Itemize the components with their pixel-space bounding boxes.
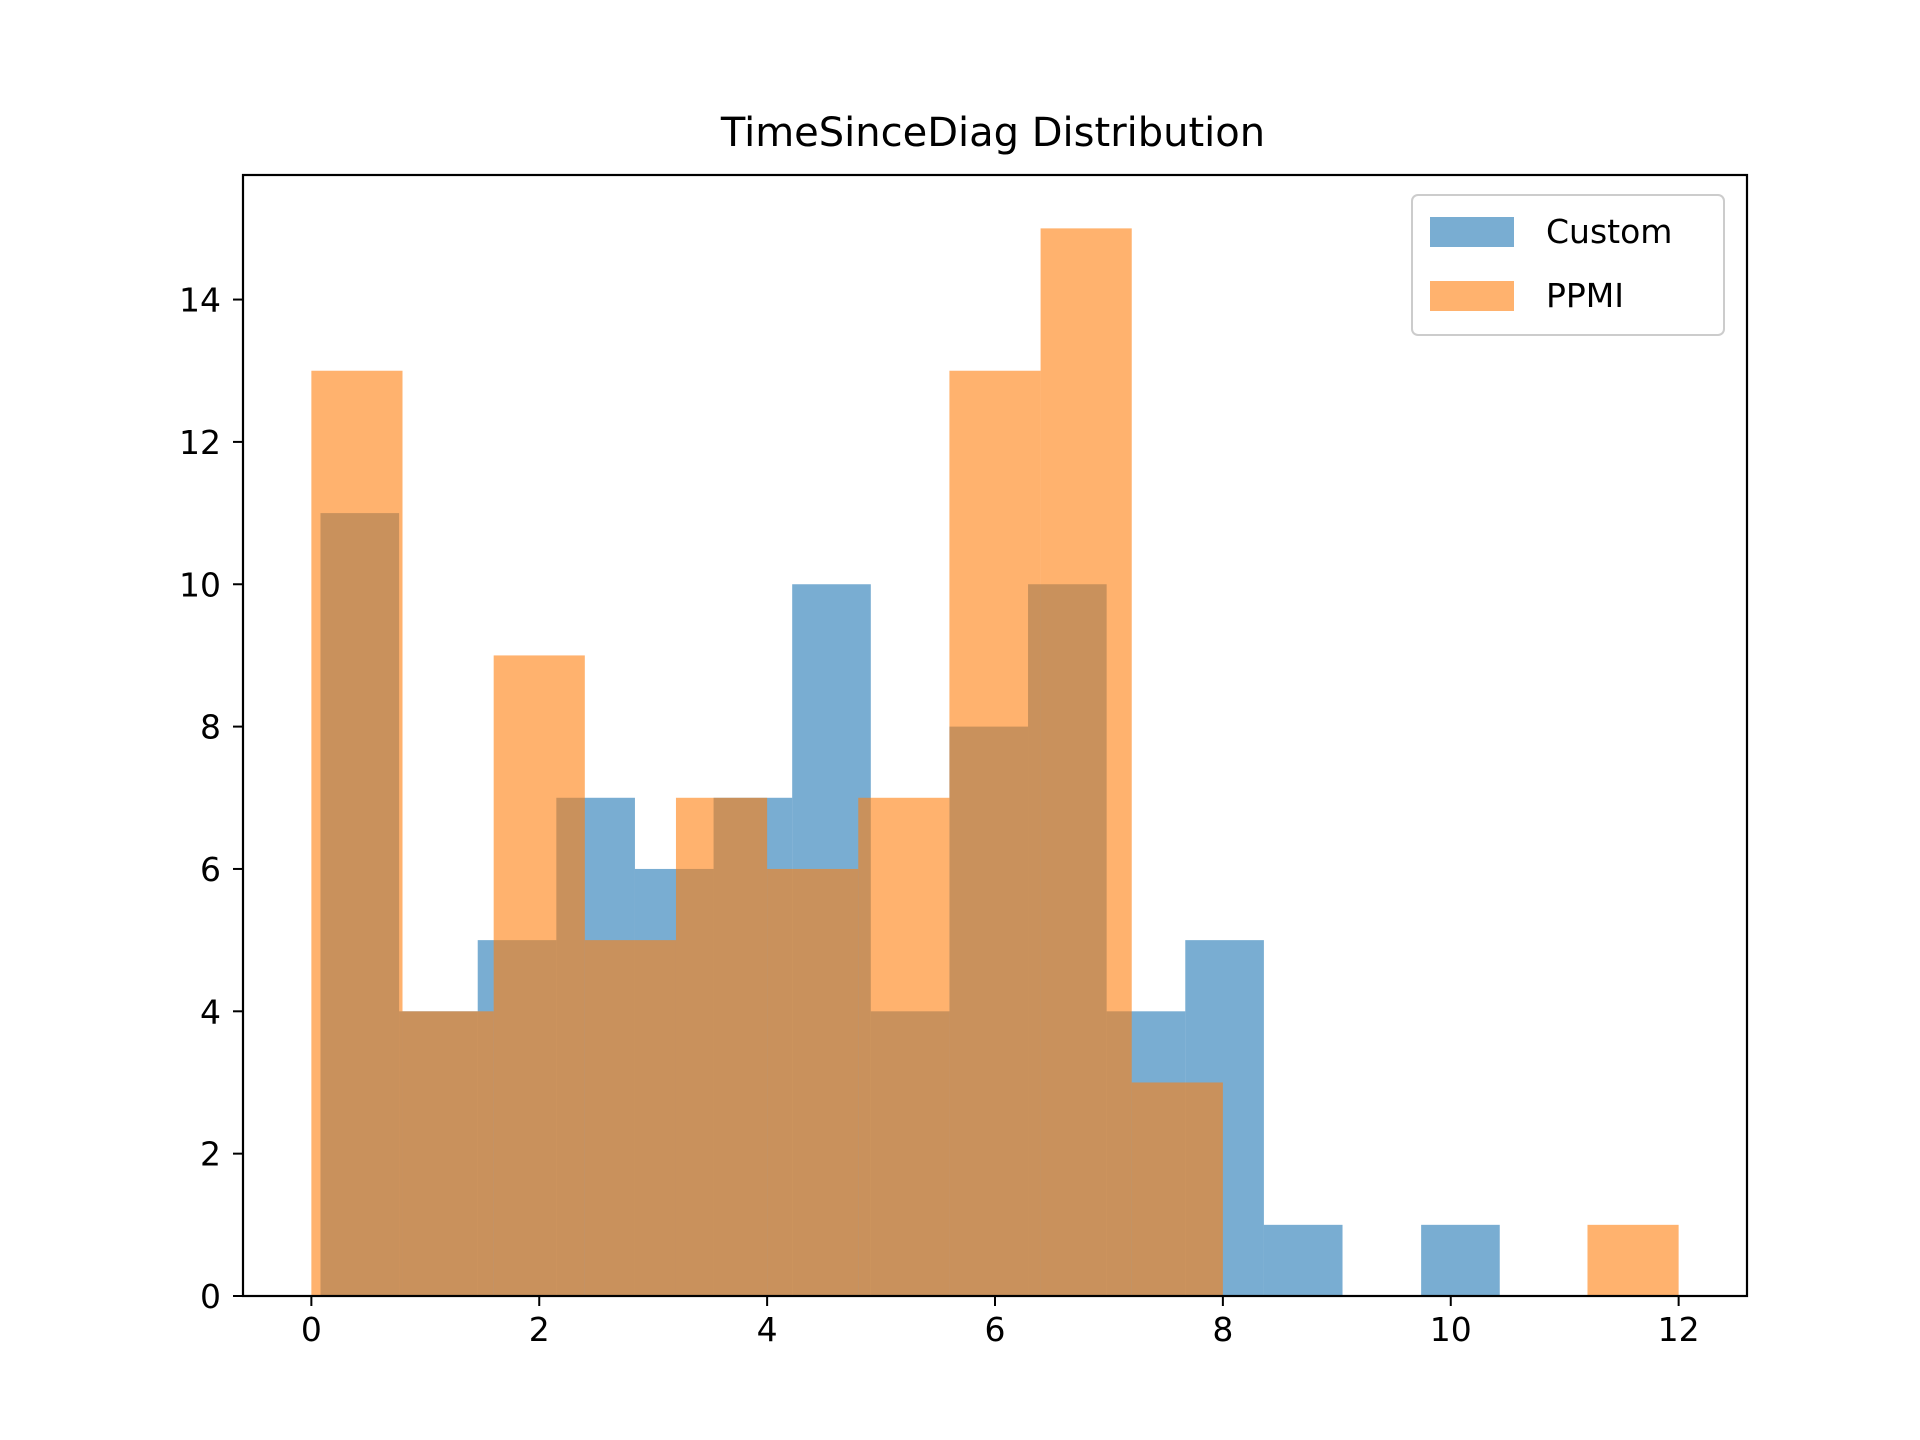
legend: Custom PPMI <box>1411 194 1725 336</box>
bar-ppmi-2 <box>493 655 585 1296</box>
bar-ppmi-8 <box>1040 228 1132 1296</box>
y-tick-label: 10 <box>179 565 221 604</box>
bars-layer <box>311 228 1679 1297</box>
legend-swatch-ppmi <box>1430 281 1514 311</box>
y-tick-label: 6 <box>200 850 221 889</box>
bar-ppmi-6 <box>858 797 950 1296</box>
y-tick-label: 4 <box>200 992 221 1031</box>
x-tick-label: 6 <box>985 1310 1006 1349</box>
legend-swatch-custom <box>1430 217 1514 247</box>
bar-ppmi-9 <box>1131 1082 1223 1296</box>
y-tick-label: 2 <box>200 1135 221 1174</box>
bar-ppmi-3 <box>584 940 676 1296</box>
bar-ppmi-0 <box>311 370 403 1297</box>
y-axis: 0 2 4 6 8 10 12 14 <box>179 281 243 1316</box>
chart-title: TimeSinceDiag Distribution <box>720 110 1265 156</box>
x-tick-label: 4 <box>757 1310 778 1349</box>
bar-ppmi-14 <box>1587 1224 1679 1296</box>
bar-ppmi-7 <box>949 370 1041 1297</box>
x-tick-label: 12 <box>1658 1310 1700 1349</box>
bar-ppmi-4 <box>675 797 768 1296</box>
x-axis: 0 2 4 6 8 10 12 <box>301 1296 1700 1349</box>
x-tick-label: 10 <box>1430 1310 1472 1349</box>
y-tick-label: 8 <box>200 708 221 747</box>
bar-custom-12 <box>1263 1224 1343 1296</box>
x-tick-label: 8 <box>1212 1310 1233 1349</box>
legend-label-custom: Custom <box>1546 212 1672 251</box>
x-tick-label: 2 <box>529 1310 550 1349</box>
y-tick-label: 0 <box>200 1277 221 1316</box>
bar-custom-14 <box>1421 1224 1500 1296</box>
y-tick-label: 12 <box>179 423 221 462</box>
legend-label-ppmi: PPMI <box>1546 276 1624 315</box>
y-tick-label: 14 <box>179 281 221 320</box>
x-tick-label: 0 <box>301 1310 322 1349</box>
bar-ppmi-1 <box>402 1011 494 1296</box>
bar-ppmi-5 <box>767 868 859 1296</box>
